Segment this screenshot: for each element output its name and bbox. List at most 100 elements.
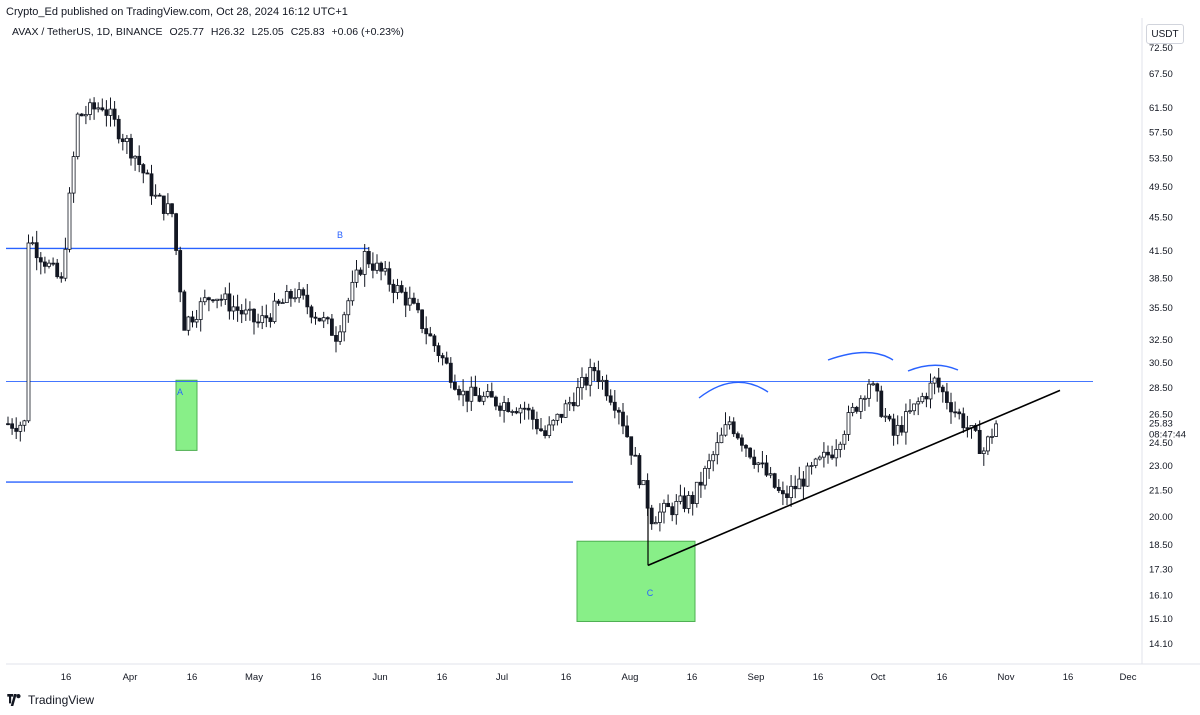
price-tick-label: 20.00 (1149, 512, 1173, 523)
time-tick-label: 16 (813, 672, 824, 683)
tradingview-logo[interactable]: TradingView (6, 693, 94, 707)
candle (957, 408, 962, 420)
candle (178, 246, 183, 303)
candle (284, 284, 289, 304)
candle (551, 419, 556, 431)
candle (707, 453, 711, 479)
candle (694, 481, 699, 508)
candle (924, 392, 929, 408)
candle (658, 503, 662, 532)
price-tick-label: 24.50 (1149, 438, 1173, 449)
candle (391, 279, 396, 304)
candle (96, 102, 101, 113)
candle (206, 296, 211, 312)
legend-open: O25.77 (169, 26, 204, 38)
time-tick-label: Oct (871, 672, 886, 683)
candle (223, 287, 228, 305)
candle (867, 379, 871, 407)
trendline[interactable] (647, 389, 1061, 567)
candle (440, 352, 445, 366)
candle (129, 133, 133, 166)
candle (793, 475, 798, 499)
candle (949, 392, 953, 424)
candle (563, 399, 568, 418)
candle (789, 474, 793, 507)
candle (34, 230, 39, 271)
candle (145, 169, 150, 175)
candle (317, 317, 322, 322)
candle (584, 373, 588, 391)
candle (936, 368, 941, 393)
candle (38, 252, 43, 275)
time-tick-label: Apr (123, 672, 138, 683)
candle (432, 333, 437, 352)
candle (301, 287, 306, 300)
candle (883, 408, 888, 422)
arc-annotation[interactable] (907, 364, 959, 372)
candle (522, 401, 527, 420)
candle (904, 403, 908, 445)
candle (580, 367, 584, 400)
price-tick-label: 21.50 (1149, 485, 1173, 496)
time-tick-label: 16 (311, 672, 322, 683)
legend-high: H26.32 (210, 26, 245, 38)
candle (526, 403, 531, 420)
candle (539, 417, 543, 433)
price-tick-label: 57.50 (1149, 127, 1173, 138)
candle (116, 115, 121, 144)
candle (514, 407, 519, 415)
price-tick-label: 45.50 (1149, 213, 1173, 224)
candle (662, 499, 666, 524)
candle (346, 297, 351, 323)
candle (965, 415, 970, 438)
candle (252, 308, 256, 335)
candle (489, 382, 494, 398)
price-tick-label: 41.50 (1149, 246, 1173, 257)
countdown-label: 08:47:44 (1149, 430, 1186, 441)
candle (30, 236, 35, 246)
candle (592, 362, 597, 381)
candle (133, 155, 138, 171)
candle (912, 403, 916, 416)
legend-symbol[interactable]: AVAX / TetherUS, 1D, BINANCE (12, 26, 163, 38)
arc-annotation[interactable] (827, 351, 894, 361)
candle (469, 376, 474, 411)
zone-A[interactable] (175, 379, 198, 451)
candle (756, 461, 761, 473)
candle (387, 261, 392, 292)
time-axis[interactable]: 16 Apr 16 May 16 Jun 16 Jul 16 Aug 16 Sep 16 Oct 16 Nov… (61, 672, 1137, 683)
candle (830, 445, 834, 460)
candle (329, 314, 334, 336)
candle (375, 254, 379, 274)
candle (407, 286, 412, 311)
candle (719, 427, 724, 444)
candle (104, 100, 109, 127)
arc-annotation[interactable] (698, 381, 769, 399)
price-tick-label: 35.50 (1149, 303, 1173, 314)
candle (493, 395, 498, 411)
candle (170, 203, 174, 218)
symbol-legend: AVAX / TetherUS, 1D, BINANCE O25.77 H26.… (12, 26, 408, 38)
candle (461, 379, 466, 407)
candle (22, 419, 27, 432)
candle (764, 454, 769, 477)
time-tick-label: 16 (61, 672, 72, 683)
candle (112, 101, 117, 127)
candle (625, 415, 629, 438)
candle (399, 280, 404, 294)
candle (272, 292, 277, 324)
candle (186, 315, 191, 336)
candle (235, 294, 240, 322)
candle (59, 272, 64, 283)
price-axis[interactable]: 72.50 67.50 61.50 57.50 53.50 49.50 45.50 41.50… (1149, 43, 1186, 650)
candle (51, 257, 55, 267)
price-tick-label: 53.50 (1149, 154, 1173, 165)
candle (670, 502, 675, 522)
candle (436, 342, 441, 363)
candle (395, 278, 400, 300)
candle (88, 98, 92, 121)
candle (100, 98, 105, 112)
currency-button[interactable]: USDT (1146, 24, 1184, 44)
candle (108, 97, 113, 127)
